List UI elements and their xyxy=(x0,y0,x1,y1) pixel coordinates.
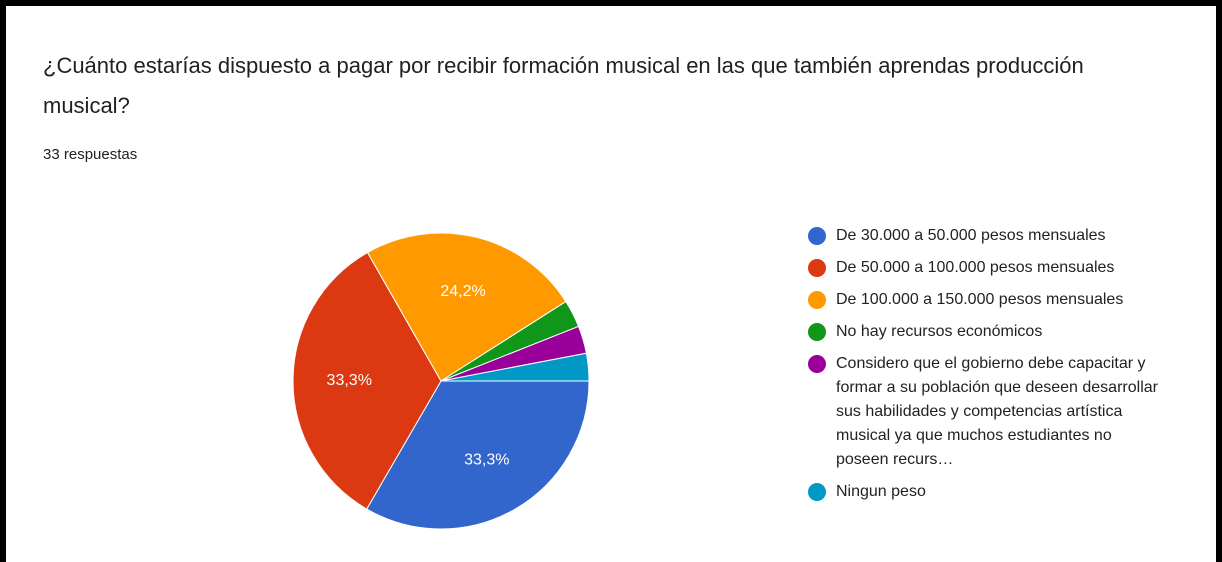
chart-title: ¿Cuánto estarías dispuesto a pagar por r… xyxy=(43,53,1084,118)
legend: De 30.000 a 50.000 pesos mensuales De 50.… xyxy=(806,224,1161,512)
pie-slice xyxy=(366,232,567,382)
legend-label: No hay recursos económicos xyxy=(836,323,1043,340)
pie-slice xyxy=(366,380,590,530)
legend-swatch xyxy=(808,227,826,245)
legend-swatch xyxy=(808,355,826,373)
legend-label: Ningun peso xyxy=(836,483,926,500)
legend-swatch xyxy=(808,291,826,309)
legend-item: De 30.000 a 50.000 pesos mensuales xyxy=(806,224,1161,248)
slice-label: 33,3% xyxy=(464,452,509,469)
legend-label: De 50.000 a 100.000 pesos mensuales xyxy=(836,259,1115,276)
legend-item: Considero que el gobierno debe capacitar… xyxy=(806,352,1161,472)
pie-slice xyxy=(440,352,590,382)
legend-item: No hay recursos económicos xyxy=(806,320,1161,344)
legend-swatch xyxy=(808,323,826,341)
response-count: 33 respuestas xyxy=(43,146,138,163)
slice-label: 33,3% xyxy=(327,372,372,389)
slice-label: 24,2% xyxy=(440,283,485,300)
legend-item: Ningun peso xyxy=(806,480,1161,504)
legend-swatch xyxy=(808,483,826,501)
legend-label: De 30.000 a 50.000 pesos mensuales xyxy=(836,227,1106,244)
legend-item: De 100.000 a 150.000 pesos mensuales xyxy=(806,288,1161,312)
legend-swatch xyxy=(808,259,826,277)
legend-label: De 100.000 a 150.000 pesos mensuales xyxy=(836,291,1124,308)
legend-label: Considero que el gobierno debe capacitar… xyxy=(836,355,1158,468)
legend-item: De 50.000 a 100.000 pesos mensuales xyxy=(806,256,1161,280)
